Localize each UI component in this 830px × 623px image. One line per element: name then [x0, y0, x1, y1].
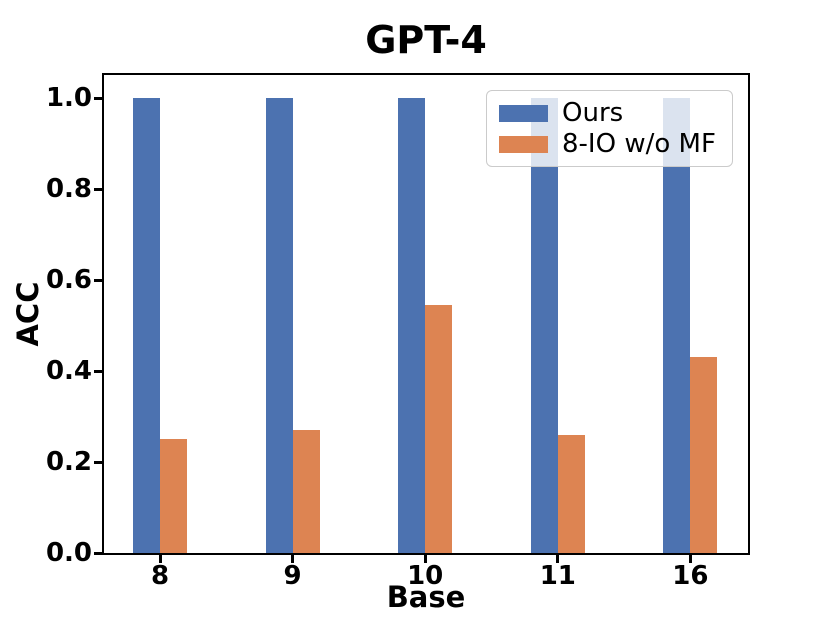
- x-tick-label: 8: [150, 561, 170, 591]
- x-tick-label: 10: [407, 561, 444, 591]
- y-tick-mark: [94, 278, 102, 282]
- y-tick-mark: [94, 460, 102, 464]
- y-tick-mark: [94, 551, 102, 555]
- y-tick-label: 0.4: [45, 356, 92, 386]
- bar-8-io-w-o-mf-9: [292, 430, 320, 553]
- y-tick-label: 1.0: [45, 83, 92, 113]
- x-tick-mark: [291, 555, 295, 563]
- bar-8-io-w-o-mf-8: [160, 439, 187, 553]
- bar-8-io-w-o-mf-16: [690, 357, 718, 553]
- y-axis-label: ACC: [11, 281, 45, 347]
- legend-item: Ours: [499, 100, 722, 126]
- y-tick-label: 0.8: [45, 174, 92, 204]
- bar-8-io-w-o-mf-10: [425, 305, 453, 553]
- legend-label: 8-IO w/o MF: [562, 129, 716, 159]
- legend-label: Ours: [562, 98, 624, 128]
- x-tick-mark: [423, 555, 427, 563]
- y-tick-label: 0.6: [45, 265, 92, 295]
- bar-ours-16: [663, 98, 691, 553]
- legend-swatch: [499, 104, 548, 122]
- legend-item: 8-IO w/o MF: [499, 131, 722, 157]
- legend-swatch: [499, 135, 548, 153]
- bar-ours-11: [530, 98, 558, 553]
- y-tick-mark: [94, 187, 102, 191]
- x-tick-mark: [688, 555, 692, 563]
- bar-ours-10: [398, 98, 426, 553]
- x-tick-mark: [158, 555, 162, 563]
- y-tick-mark: [94, 96, 102, 100]
- x-tick-mark: [556, 555, 560, 563]
- x-tick-label: 11: [539, 561, 576, 591]
- x-tick-label: 16: [672, 561, 709, 591]
- y-tick-label: 0.0: [45, 538, 92, 568]
- bar-ours-8: [133, 98, 160, 553]
- y-tick-label: 0.2: [45, 447, 92, 477]
- x-axis-label: Base: [386, 580, 466, 614]
- x-tick-label: 9: [283, 561, 302, 591]
- legend: Ours 8-IO w/o MF: [486, 90, 733, 167]
- chart-title: GPT-4: [365, 18, 487, 62]
- bar-ours-9: [265, 98, 293, 553]
- plot-area: 8 9 10 11 16 0.0 0.2 0.4 0.6 0.8 1.0 Ours 8-IO w/o M…: [46, 73, 750, 591]
- bar-8-io-w-o-mf-11: [557, 435, 585, 553]
- y-tick-mark: [94, 369, 102, 373]
